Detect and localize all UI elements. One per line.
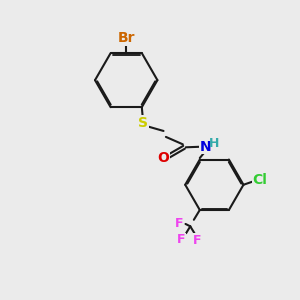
Text: F: F <box>193 234 201 247</box>
Text: Br: Br <box>118 31 135 45</box>
Text: F: F <box>176 233 185 246</box>
Text: H: H <box>208 136 219 150</box>
Text: F: F <box>175 217 183 230</box>
Text: N: N <box>200 140 211 154</box>
Text: Cl: Cl <box>252 173 267 187</box>
Text: S: S <box>138 116 148 130</box>
Text: O: O <box>157 151 169 165</box>
